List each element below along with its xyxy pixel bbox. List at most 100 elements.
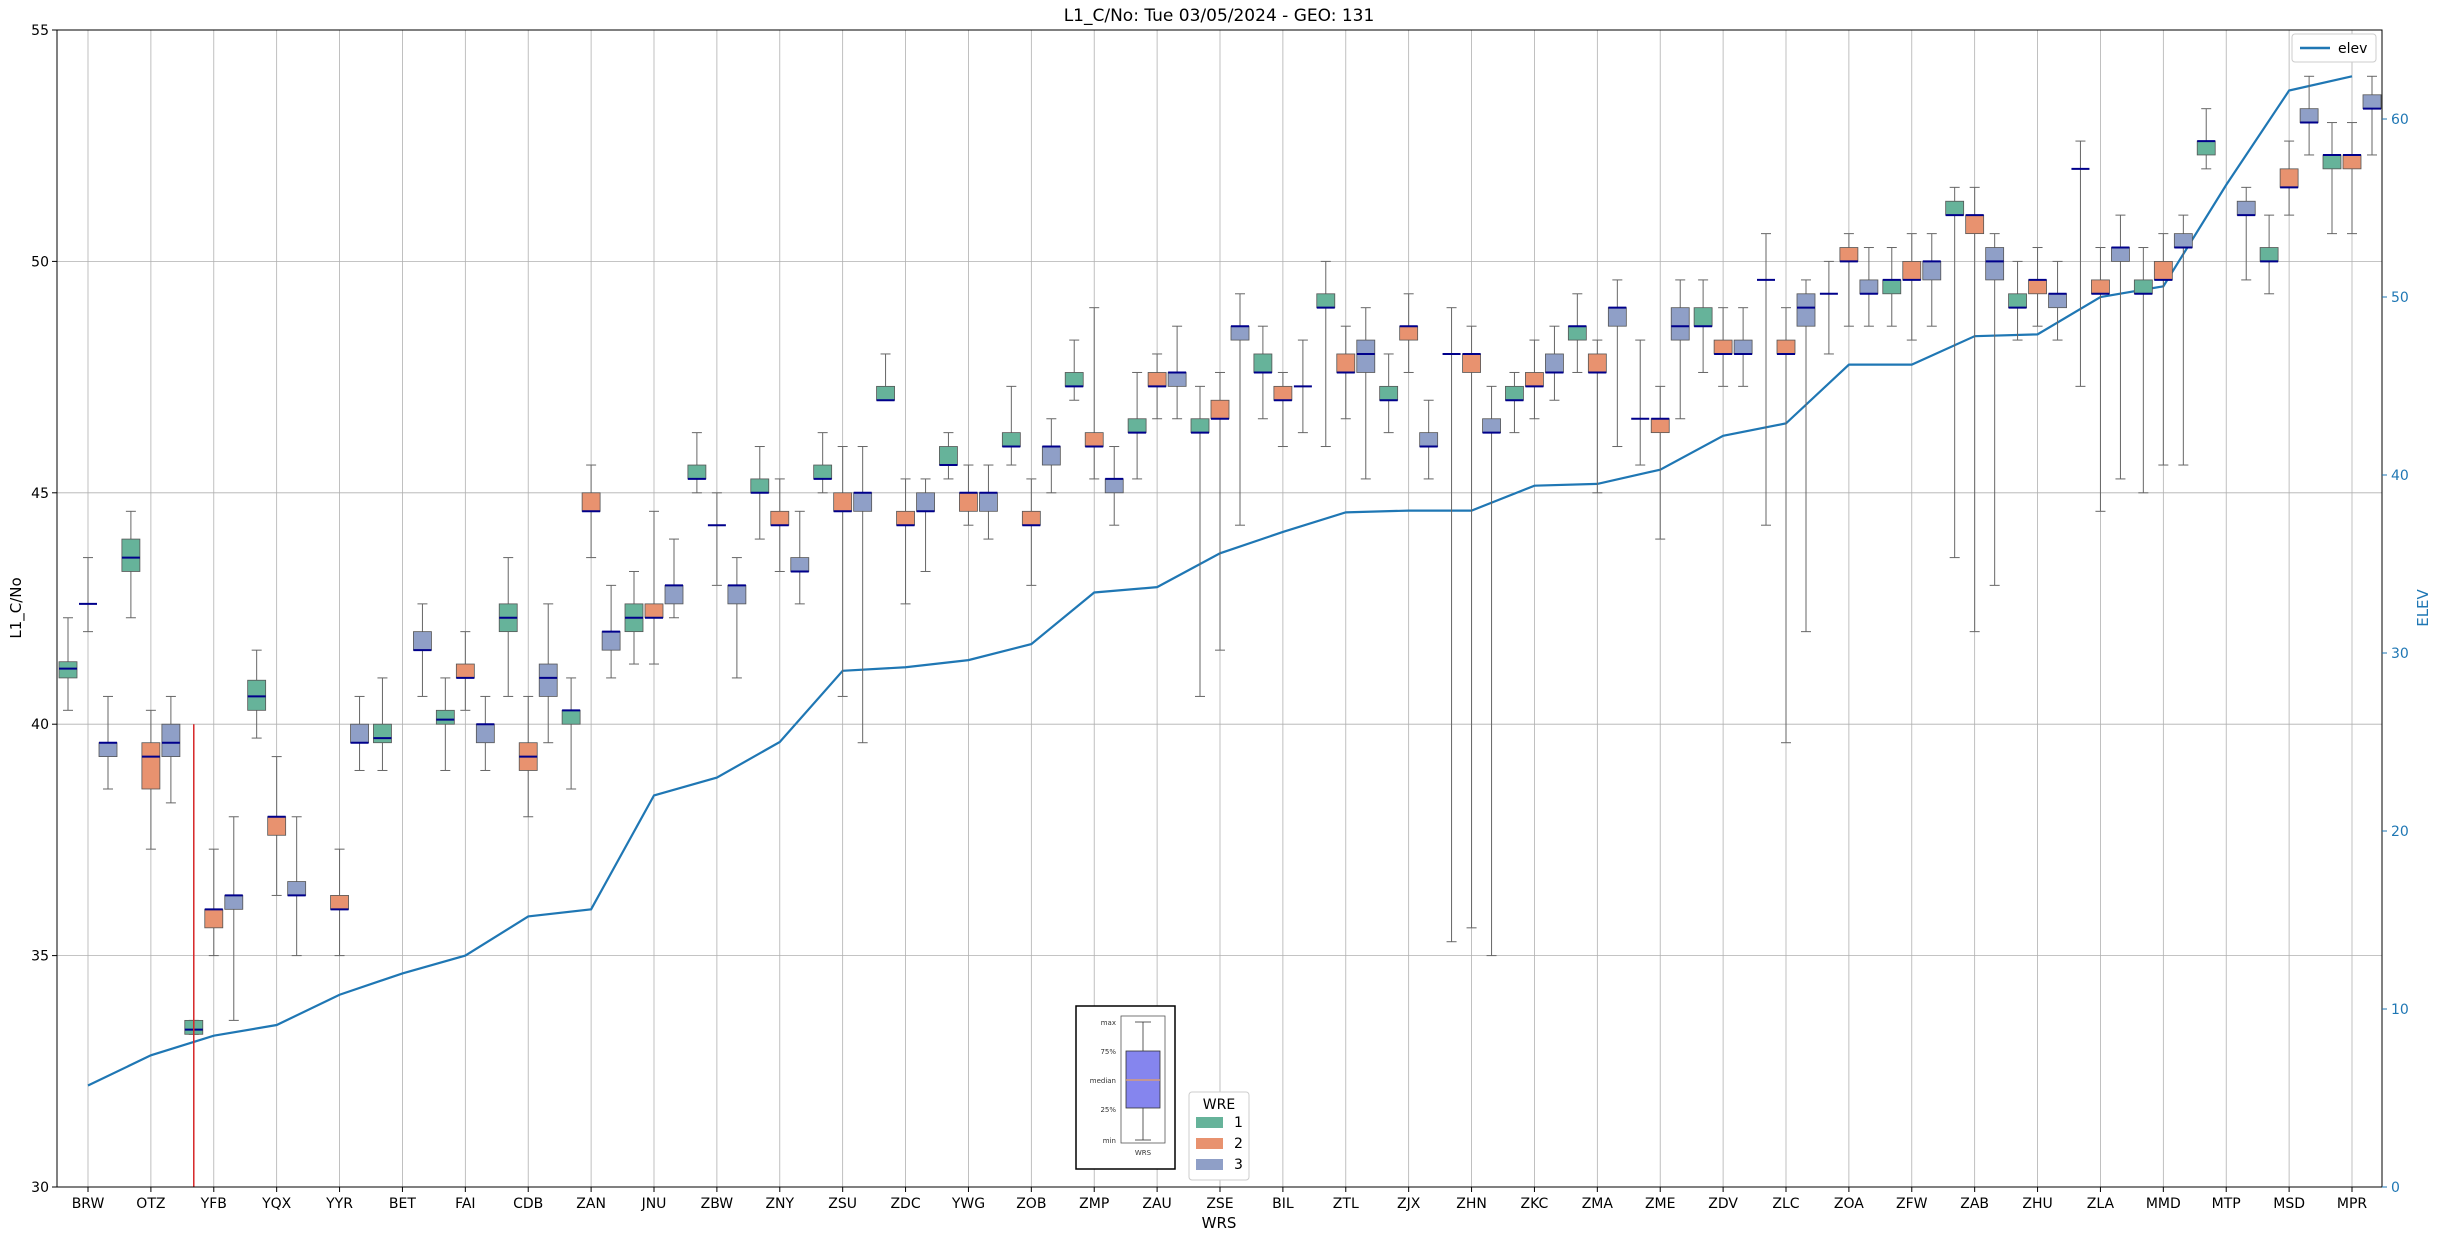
box-wre-2 [896,510,915,526]
box-wre-1 [1379,385,1399,401]
box-wre-2 [267,816,287,836]
elev-legend: elev [2291,33,2377,63]
box-wre-3 [1796,293,1816,327]
box-wre-2 [2028,279,2047,295]
box-wre-3 [2173,233,2193,248]
box-wre-2 [1713,339,1733,355]
x-tick-label: MMD [2146,1196,2181,1212]
box-wre-3 [1104,478,1124,494]
box-wre-3 [1670,307,1690,341]
box-wre-3 [1230,325,1250,341]
box-wre-3 [853,492,873,512]
box-wre-1 [2322,154,2342,170]
box-key-label-min: min [1103,1137,1116,1145]
x-tick-label: BET [389,1196,416,1212]
box-wre-3 [2362,94,2382,110]
box-wre-3 [1356,339,1376,373]
wre-legend-swatch-1 [1196,1117,1223,1128]
box-wre-2 [770,510,790,526]
y-tick-label: 35 [31,949,49,965]
box-wre-2 [1021,510,1041,526]
box-wre-3 [287,881,307,896]
x-tick-label: ZMP [1079,1196,1109,1212]
box-key-label-q1: 25% [1100,1106,1116,1114]
box-wre-3 [601,631,621,651]
box-wre-3 [2299,108,2319,123]
x-tick-label: JNU [641,1196,667,1212]
box-wre-2 [1084,432,1104,447]
wre-legend-title: WRE [1203,1097,1235,1113]
x-tick-label: BRW [72,1196,105,1212]
box-wre-1 [1127,418,1147,434]
box-wre-2 [1839,247,1859,262]
wre-legend: WRE 1 2 3 [1188,1091,1250,1181]
x-tick-label: CDB [513,1196,543,1212]
y2-tick-label: 30 [2391,646,2409,662]
x-tick-label: YYR [325,1196,353,1212]
wre-legend-label-2: 2 [1234,1136,1243,1152]
y2-tick-label: 0 [2391,1180,2400,1196]
box-wre-2 [2153,260,2173,281]
y-tick-label: 55 [31,23,49,39]
x-tick-label: ZTL [1333,1196,1359,1212]
x-tick-label: ZFW [1896,1196,1928,1212]
box-wre-3 [475,723,495,744]
elev-legend-frame [2291,33,2377,63]
y-tick-label: 45 [31,486,49,502]
box-wre-1 [435,709,455,725]
box-wre-3 [2236,200,2256,216]
y-tick-label: 40 [31,717,49,733]
x-tick-label: ZAU [1142,1196,1171,1212]
box-wre-3 [538,663,558,697]
box-wre-1 [58,661,78,679]
x-tick-label: ZBW [701,1196,734,1212]
box-wre-1 [813,464,833,480]
x-tick-label: BIL [1272,1196,1294,1212]
box-key-xlabel: WRS [1135,1149,1152,1157]
y2-tick-label: 50 [2391,290,2409,306]
chart-title: L1_C/No: Tue 03/05/2024 - GEO: 131 [1064,6,1375,26]
x-tick-label: ZKC [1521,1196,1549,1212]
box-wre-1 [1882,279,1902,295]
box-wre-2 [581,492,601,512]
box-wre-2 [141,742,161,790]
y2-tick-label: 40 [2391,468,2409,484]
box-wre-3 [1733,339,1753,355]
box-wre-2 [1462,353,1481,373]
box-wre-3 [979,492,998,512]
box-wre-1 [1567,325,1587,341]
x-tick-label: ZSU [828,1196,857,1212]
x-tick-label: MTP [2212,1196,2241,1212]
y-tick-label: 50 [31,254,49,270]
x-tick-label: ZLC [1772,1196,1799,1212]
box-wre-3 [224,895,244,910]
x-tick-label: ZHU [2022,1196,2052,1212]
box-wre-1 [1505,385,1524,401]
x-tick-label: FAI [455,1196,475,1212]
box-wre-1 [1190,418,1210,434]
x-tick-label: ZOB [1016,1196,1046,1212]
x-tick-label: ZHN [1456,1196,1487,1212]
box-wre-1 [939,446,958,466]
wre-legend-label-1: 1 [1234,1115,1243,1131]
x-tick-label: ZMA [1582,1196,1614,1212]
y-tick-label: 30 [31,1180,49,1196]
box-wre-3 [1419,432,1439,447]
box-wre-1 [561,709,581,725]
box-wre-2 [1965,214,1985,235]
box-wre-1 [373,723,392,744]
box-key-axes [1120,1015,1166,1144]
wre-legend-frame [1188,1091,1250,1181]
box-wre-2 [1650,418,1670,434]
elev-legend-label: elev [2338,41,2367,57]
box-wre-2 [330,895,349,910]
x-tick-label: ZDV [1708,1196,1738,1212]
box-wre-2 [1776,339,1796,355]
box-wre-1 [687,464,707,480]
y-axis-label: L1_C/No [7,577,26,638]
x-tick-label: YFB [200,1196,227,1212]
box-wre-1 [2259,247,2279,262]
wre-legend-label-3: 3 [1234,1157,1243,1173]
box-wre-2 [1336,353,1356,373]
